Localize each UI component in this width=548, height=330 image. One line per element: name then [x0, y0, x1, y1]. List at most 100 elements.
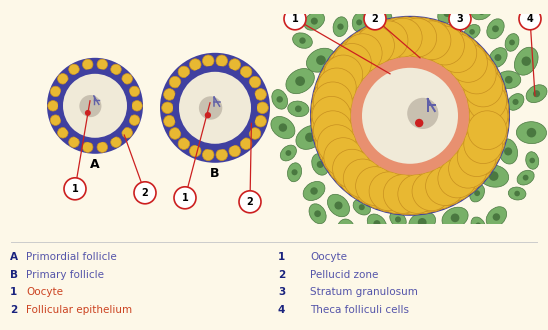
Circle shape	[216, 55, 227, 67]
Ellipse shape	[328, 194, 350, 217]
Circle shape	[489, 171, 499, 181]
Circle shape	[322, 55, 363, 96]
Circle shape	[485, 94, 486, 95]
Circle shape	[419, 168, 460, 209]
Ellipse shape	[353, 0, 375, 10]
Circle shape	[487, 105, 488, 106]
Circle shape	[468, 82, 506, 121]
Circle shape	[63, 74, 127, 138]
Circle shape	[47, 58, 143, 154]
Circle shape	[398, 18, 437, 57]
Circle shape	[449, 44, 487, 82]
Circle shape	[412, 21, 451, 60]
Circle shape	[438, 34, 477, 73]
Ellipse shape	[471, 217, 486, 234]
Text: 1: 1	[278, 252, 286, 262]
Circle shape	[129, 86, 140, 97]
Circle shape	[356, 173, 357, 174]
Circle shape	[295, 106, 302, 112]
Circle shape	[426, 165, 467, 206]
Circle shape	[361, 168, 402, 209]
Circle shape	[255, 115, 266, 127]
Circle shape	[373, 220, 380, 227]
Circle shape	[477, 156, 478, 157]
Circle shape	[205, 112, 211, 118]
Circle shape	[279, 123, 287, 132]
Circle shape	[132, 101, 142, 111]
Circle shape	[470, 165, 471, 166]
Text: Stratum granulosum: Stratum granulosum	[310, 287, 418, 297]
Circle shape	[437, 237, 443, 243]
Circle shape	[310, 16, 510, 216]
Ellipse shape	[516, 122, 546, 144]
Circle shape	[464, 70, 505, 111]
Circle shape	[468, 111, 506, 149]
Circle shape	[343, 159, 382, 198]
Text: 2: 2	[141, 188, 149, 198]
Ellipse shape	[401, 0, 425, 11]
Circle shape	[412, 172, 451, 211]
Circle shape	[464, 125, 503, 164]
Circle shape	[249, 128, 261, 139]
Circle shape	[256, 102, 269, 114]
Circle shape	[470, 66, 471, 67]
Ellipse shape	[333, 17, 348, 37]
Text: 4: 4	[278, 305, 286, 314]
Circle shape	[327, 143, 368, 184]
Ellipse shape	[377, 0, 401, 3]
Ellipse shape	[368, 240, 386, 253]
Circle shape	[277, 96, 283, 103]
Circle shape	[478, 8, 485, 15]
Text: A: A	[10, 252, 18, 262]
Ellipse shape	[293, 33, 312, 48]
Circle shape	[345, 30, 386, 71]
Circle shape	[449, 8, 471, 30]
Circle shape	[433, 160, 475, 201]
Circle shape	[190, 59, 201, 70]
Circle shape	[377, 173, 418, 214]
Circle shape	[407, 98, 438, 129]
Text: 4: 4	[527, 14, 533, 24]
Ellipse shape	[281, 145, 296, 161]
Circle shape	[68, 137, 79, 148]
Circle shape	[97, 59, 107, 70]
Circle shape	[338, 84, 339, 85]
Ellipse shape	[487, 19, 504, 39]
Circle shape	[299, 37, 306, 44]
Circle shape	[322, 136, 363, 177]
Circle shape	[284, 8, 306, 30]
Circle shape	[178, 138, 190, 149]
Circle shape	[443, 10, 450, 17]
Ellipse shape	[296, 125, 324, 149]
Circle shape	[364, 180, 366, 181]
Circle shape	[356, 167, 395, 206]
Circle shape	[377, 18, 418, 59]
Circle shape	[468, 95, 509, 136]
Circle shape	[333, 41, 374, 82]
Circle shape	[333, 149, 374, 190]
Circle shape	[418, 218, 426, 227]
Circle shape	[229, 145, 241, 157]
Circle shape	[315, 120, 356, 161]
Circle shape	[385, 17, 426, 58]
Circle shape	[333, 149, 372, 188]
Text: 1: 1	[292, 14, 298, 24]
Circle shape	[380, 14, 386, 19]
Circle shape	[317, 68, 356, 107]
Circle shape	[241, 66, 252, 78]
Ellipse shape	[271, 116, 295, 139]
Circle shape	[316, 55, 326, 65]
Circle shape	[394, 174, 435, 214]
Circle shape	[311, 104, 352, 145]
Circle shape	[164, 89, 175, 100]
Ellipse shape	[304, 12, 324, 30]
Text: Theca folliculi cells: Theca folliculi cells	[310, 305, 409, 314]
Circle shape	[469, 96, 508, 135]
Circle shape	[173, 66, 257, 150]
Text: 2: 2	[278, 270, 286, 280]
Circle shape	[342, 156, 344, 157]
Ellipse shape	[507, 94, 524, 110]
Circle shape	[331, 1, 337, 7]
Circle shape	[334, 94, 335, 95]
Circle shape	[345, 160, 386, 201]
